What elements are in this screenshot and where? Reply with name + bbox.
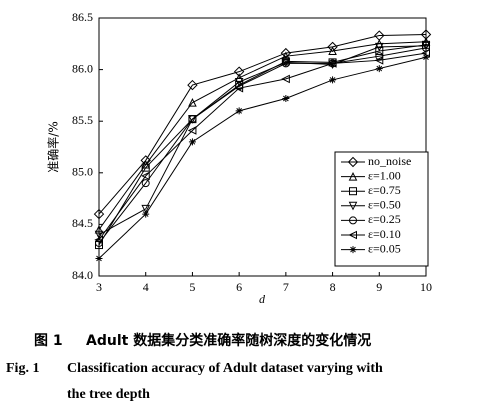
x-tick-label: 4 — [143, 280, 149, 294]
x-tick-label: 5 — [189, 280, 195, 294]
series-line — [98, 52, 427, 241]
plot-frame — [98, 17, 427, 277]
marker — [233, 66, 245, 77]
legend-marker — [348, 230, 357, 240]
marker — [327, 59, 337, 68]
x-tick-label: 3 — [96, 280, 102, 294]
series-line — [98, 34, 427, 215]
marker — [281, 58, 291, 67]
legend-label: ε=0.05 — [368, 241, 401, 255]
legend-label: ε=0.75 — [368, 183, 401, 197]
y-tick-label: 86.0 — [72, 61, 93, 75]
legend-marker — [347, 156, 359, 168]
legend-label: ε=0.25 — [368, 212, 401, 226]
marker — [142, 210, 150, 218]
marker — [141, 163, 150, 172]
marker — [328, 46, 337, 56]
legend-label: ε=0.10 — [368, 227, 401, 241]
marker — [375, 47, 384, 56]
legend-box — [334, 151, 429, 267]
legend-label: ε=1.00 — [368, 168, 401, 182]
marker — [421, 41, 431, 51]
legend-marker — [349, 216, 357, 225]
marker — [187, 126, 197, 135]
x-tick-label: 10 — [420, 280, 432, 294]
marker — [141, 204, 151, 214]
legend-label: no_noise — [368, 154, 411, 168]
caption-cn-text: Adult 数据集分类准确率随树深度的变化情况 — [86, 332, 371, 349]
caption-en-line: the tree depth — [67, 387, 150, 402]
series-line — [98, 45, 427, 236]
marker — [141, 171, 150, 181]
marker — [234, 83, 244, 93]
marker — [187, 79, 198, 91]
y-axis-label: 准确率/% — [46, 121, 61, 172]
marker — [282, 94, 290, 102]
marker — [235, 107, 243, 115]
y-tick-label: 85.5 — [72, 113, 93, 127]
marker — [141, 179, 150, 188]
y-tick-label: 86.5 — [72, 10, 93, 24]
legend-marker — [348, 201, 358, 211]
series-line — [98, 56, 427, 259]
marker — [94, 230, 104, 240]
marker — [234, 77, 244, 87]
marker — [374, 56, 384, 65]
marker — [375, 65, 383, 73]
marker — [93, 208, 105, 220]
x-tick-label: 6 — [236, 280, 242, 294]
x-tick-label: 7 — [283, 280, 289, 294]
marker — [329, 76, 337, 84]
caption-en-line: Classification accuracy of Adult dataset… — [67, 361, 383, 376]
legend-label: ε=0.50 — [368, 198, 401, 212]
series-line — [98, 44, 427, 246]
marker — [281, 74, 290, 84]
x-tick-label: 8 — [330, 280, 336, 294]
marker — [94, 224, 104, 234]
marker — [188, 115, 197, 124]
marker — [375, 52, 384, 61]
marker — [281, 59, 290, 68]
legend-marker — [348, 171, 358, 181]
x-axis-label: d — [259, 292, 266, 306]
marker — [188, 98, 197, 107]
legend-marker — [349, 246, 357, 254]
marker — [374, 42, 384, 52]
x-tick-label: 9 — [376, 280, 382, 294]
marker — [95, 254, 103, 262]
marker — [94, 235, 103, 245]
series-line — [98, 41, 427, 230]
legend-marker — [349, 187, 357, 196]
y-tick-label: 84.0 — [72, 268, 93, 282]
caption-cn-label: 图 1 — [34, 333, 63, 349]
series-line — [98, 47, 427, 244]
marker — [188, 138, 196, 146]
y-tick-label: 85.0 — [72, 165, 93, 179]
y-tick-label: 84.5 — [72, 216, 93, 230]
caption-en-label: Fig. 1 — [6, 361, 39, 376]
marker — [422, 53, 430, 61]
